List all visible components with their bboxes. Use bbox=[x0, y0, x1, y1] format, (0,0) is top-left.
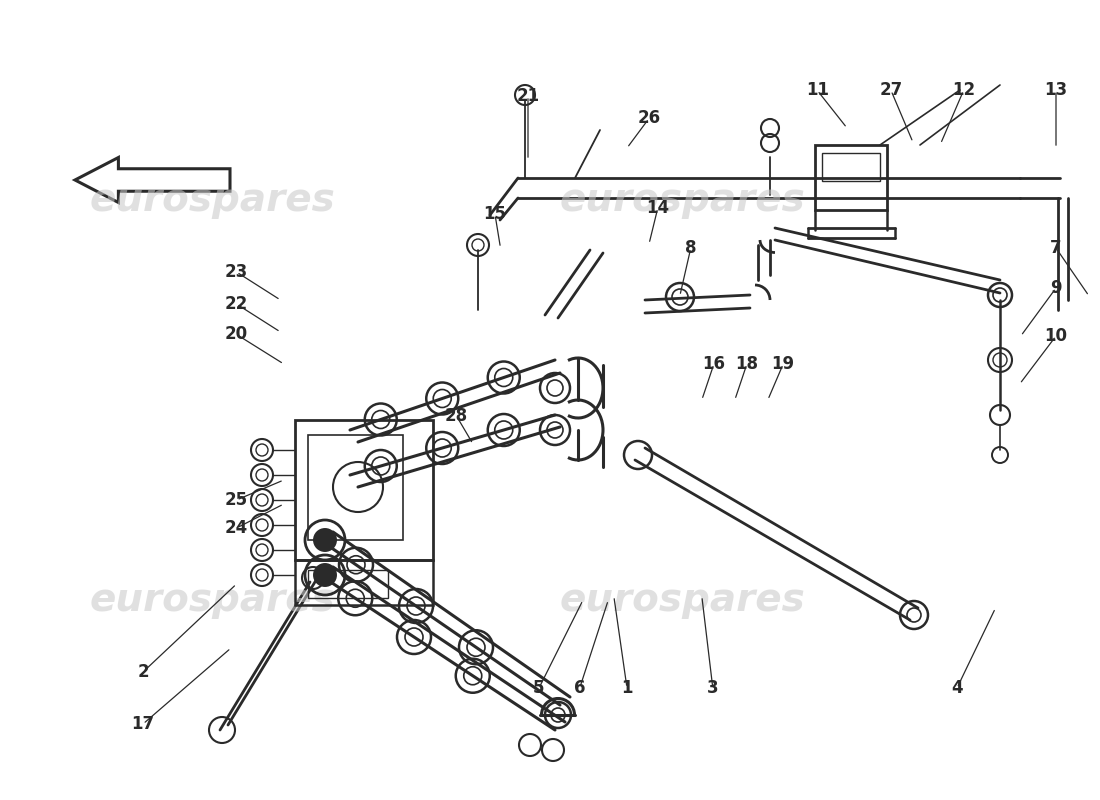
Circle shape bbox=[314, 529, 336, 551]
Text: 16: 16 bbox=[703, 355, 725, 373]
Text: 8: 8 bbox=[685, 239, 696, 257]
Text: 21: 21 bbox=[516, 87, 540, 105]
Text: 24: 24 bbox=[224, 519, 249, 537]
Text: 28: 28 bbox=[444, 407, 469, 425]
Text: 18: 18 bbox=[736, 355, 758, 373]
Text: 2: 2 bbox=[138, 663, 148, 681]
Text: 27: 27 bbox=[879, 82, 903, 99]
Text: 9: 9 bbox=[1050, 279, 1062, 297]
Text: 14: 14 bbox=[646, 199, 670, 217]
Text: 17: 17 bbox=[131, 715, 155, 733]
Bar bbox=[308, 570, 388, 598]
Text: 23: 23 bbox=[224, 263, 249, 281]
Text: eurospares: eurospares bbox=[560, 181, 805, 219]
Text: 12: 12 bbox=[952, 82, 976, 99]
Text: 5: 5 bbox=[534, 679, 544, 697]
Text: 25: 25 bbox=[224, 491, 249, 509]
Text: 20: 20 bbox=[224, 326, 249, 343]
Bar bbox=[295, 420, 433, 560]
Text: 6: 6 bbox=[574, 679, 585, 697]
Text: 15: 15 bbox=[484, 206, 506, 223]
Text: eurospares: eurospares bbox=[90, 581, 336, 619]
Bar bbox=[295, 560, 433, 605]
Text: 10: 10 bbox=[1045, 327, 1067, 345]
Text: 22: 22 bbox=[224, 295, 249, 313]
Text: 7: 7 bbox=[1050, 239, 1062, 257]
Text: 4: 4 bbox=[952, 679, 962, 697]
Bar bbox=[822, 153, 880, 181]
Text: 11: 11 bbox=[806, 82, 828, 99]
Text: eurospares: eurospares bbox=[560, 581, 805, 619]
Text: eurospares: eurospares bbox=[90, 181, 336, 219]
Text: 1: 1 bbox=[621, 679, 632, 697]
Text: 26: 26 bbox=[637, 110, 661, 127]
Text: 3: 3 bbox=[707, 679, 718, 697]
Circle shape bbox=[314, 564, 336, 586]
Text: 13: 13 bbox=[1044, 82, 1068, 99]
Text: 19: 19 bbox=[771, 355, 795, 373]
Bar bbox=[308, 435, 403, 540]
Bar bbox=[815, 145, 887, 210]
